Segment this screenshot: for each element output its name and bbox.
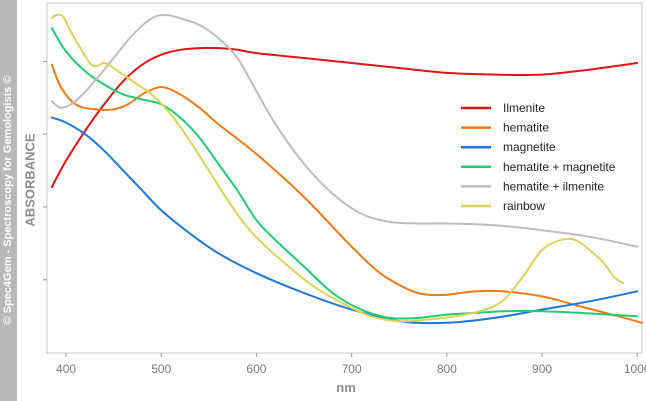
x-tick-label: 800	[437, 362, 457, 376]
series-line-5	[50, 14, 639, 248]
copyright-sidebar: © Spec4Gem - Spectroscopy for Gemologist…	[0, 0, 17, 401]
series-line-2	[50, 63, 643, 324]
x-axis-label: nm	[336, 380, 356, 395]
x-tick-label: 900	[532, 362, 552, 376]
legend-label: hematite + ilmenite	[503, 179, 604, 193]
series-line-4	[50, 27, 639, 320]
legend-label: rainbow	[503, 199, 545, 213]
x-tick-label: 500	[151, 362, 171, 376]
legend-label: Ilmenite	[503, 101, 545, 115]
x-tick-label: 1000	[624, 362, 646, 376]
series-line-6	[50, 13, 624, 323]
legend: Ilmenite hematite magnetite hematite + magn…	[461, 101, 616, 213]
series-line-3	[50, 116, 639, 325]
x-tick-label: 400	[56, 362, 76, 376]
x-tick-label: 600	[246, 362, 266, 376]
legend-label: hematite + magnetite	[503, 160, 616, 174]
x-ticks: 400 500 600 700 800 900 1000	[56, 353, 646, 376]
plot-area-frame	[46, 2, 643, 354]
x-tick-label: 700	[342, 362, 362, 376]
y-ticks	[43, 60, 47, 281]
series-line-1	[50, 46, 639, 189]
legend-label: hematite	[503, 121, 549, 135]
series-layer	[50, 13, 643, 325]
legend-label: magnetite	[503, 140, 556, 154]
